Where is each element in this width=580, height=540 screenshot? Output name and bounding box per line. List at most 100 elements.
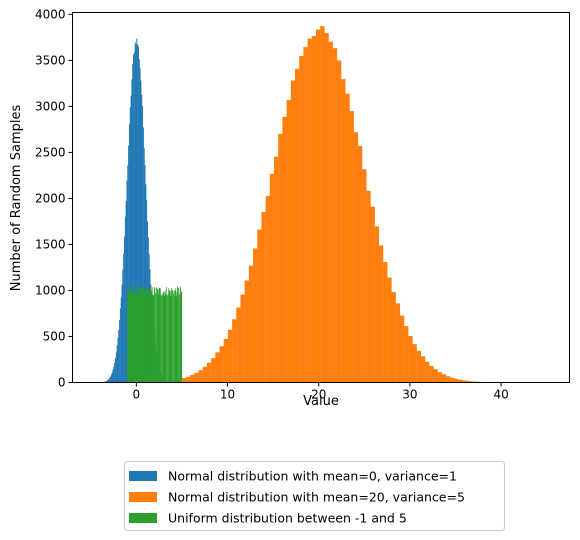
histogram-bar bbox=[391, 291, 396, 383]
histogram-bar bbox=[149, 287, 151, 383]
histogram-bar bbox=[303, 47, 308, 383]
histogram-bar bbox=[134, 292, 136, 383]
histogram-bar bbox=[128, 124, 130, 383]
histogram-bar bbox=[137, 46, 139, 383]
histogram-bar bbox=[142, 106, 144, 383]
histogram-bar bbox=[378, 245, 384, 383]
histogram-bar bbox=[458, 379, 463, 383]
histogram-bar bbox=[198, 370, 203, 383]
legend-label: Uniform distribution between -1 and 5 bbox=[168, 511, 407, 526]
histogram-bar bbox=[328, 41, 333, 383]
histogram-bar bbox=[124, 236, 125, 383]
histogram-bar bbox=[253, 248, 258, 383]
histogram-bar bbox=[429, 366, 434, 383]
histogram-bar bbox=[180, 286, 181, 383]
histogram-bar bbox=[140, 285, 142, 383]
histogram-bar bbox=[107, 379, 109, 383]
histogram-bar bbox=[141, 288, 143, 383]
histogram-bar bbox=[120, 297, 122, 383]
x-tick-label: 30 bbox=[402, 387, 417, 401]
legend-frame bbox=[124, 461, 505, 531]
histogram-bar bbox=[425, 361, 430, 383]
histogram-bar bbox=[165, 290, 167, 383]
histogram-bar bbox=[127, 290, 128, 383]
plot-frame bbox=[72, 12, 570, 383]
histogram-bar bbox=[130, 95, 132, 383]
histogram-bar bbox=[278, 133, 283, 383]
histogram-bar bbox=[139, 286, 141, 383]
histogram-bar bbox=[121, 284, 123, 383]
histogram-bar bbox=[155, 293, 156, 383]
histogram-bar bbox=[134, 42, 136, 383]
legend-swatch bbox=[129, 513, 157, 523]
histogram-bar bbox=[168, 288, 169, 383]
histogram-bar bbox=[146, 199, 148, 383]
histogram-bar bbox=[108, 378, 110, 383]
histogram-bar bbox=[170, 295, 172, 383]
x-tick-label: 10 bbox=[220, 387, 235, 401]
histogram-bar bbox=[169, 289, 171, 383]
histogram-bar bbox=[168, 291, 170, 383]
legend: Normal distribution with mean=0, varianc… bbox=[124, 461, 505, 531]
histogram-bar bbox=[171, 292, 173, 383]
histogram-bar bbox=[134, 292, 136, 383]
histogram-bar bbox=[141, 94, 143, 383]
histogram-bar bbox=[161, 295, 163, 383]
histogram-bar bbox=[232, 319, 237, 383]
y-tick-label: 0 bbox=[58, 376, 66, 390]
histogram-bar bbox=[133, 52, 135, 383]
histogram-bar bbox=[146, 286, 148, 383]
histogram-bar bbox=[119, 320, 121, 383]
histogram-bar bbox=[150, 288, 151, 383]
histogram-bar bbox=[114, 362, 116, 383]
histogram-bar bbox=[173, 295, 175, 383]
histogram-bar bbox=[408, 335, 413, 383]
histogram-bar bbox=[136, 38, 138, 383]
histogram-bar bbox=[176, 296, 178, 383]
histogram-bar bbox=[164, 293, 166, 383]
y-tick-label: 1000 bbox=[35, 283, 66, 297]
histogram-bar bbox=[178, 288, 179, 383]
histogram-bar bbox=[172, 289, 173, 383]
histogram-bar bbox=[399, 315, 405, 383]
histogram-bar bbox=[462, 380, 468, 383]
histogram-bar bbox=[136, 296, 138, 383]
histogram-bar bbox=[123, 253, 125, 383]
x-tick-label: 40 bbox=[493, 387, 508, 401]
histogram-bar bbox=[138, 295, 139, 383]
histogram-bar bbox=[153, 294, 155, 383]
y-tick-label: 500 bbox=[43, 329, 66, 343]
histogram-bar bbox=[180, 292, 182, 383]
x-tick-label: 0 bbox=[133, 387, 141, 401]
histogram-bar bbox=[446, 376, 451, 383]
histogram-bar bbox=[156, 287, 157, 383]
histogram-bar bbox=[174, 290, 175, 383]
histogram-bar bbox=[155, 293, 157, 383]
histogram-bar bbox=[137, 44, 139, 383]
histogram-bar bbox=[138, 59, 140, 383]
histogram-bar bbox=[142, 289, 144, 383]
x-tick-label: 20 bbox=[311, 387, 326, 401]
histogram-bar bbox=[144, 165, 146, 383]
histogram-bar bbox=[143, 148, 145, 383]
histogram-bar bbox=[132, 292, 133, 383]
histogram-bar bbox=[143, 287, 144, 383]
histogram-bar bbox=[110, 376, 112, 383]
y-tick-label: 1500 bbox=[35, 237, 66, 251]
histogram-bar bbox=[126, 180, 128, 383]
histogram-bar bbox=[467, 380, 472, 383]
histogram-bar bbox=[159, 287, 161, 383]
histogram-bar bbox=[115, 358, 116, 383]
histogram-bar bbox=[240, 294, 245, 383]
histogram-bar bbox=[311, 35, 317, 383]
histogram-bar bbox=[395, 303, 401, 383]
series-2-bars bbox=[127, 26, 514, 383]
histogram-bar bbox=[219, 346, 224, 383]
histogram-bar bbox=[140, 80, 142, 383]
histogram-bar bbox=[175, 292, 177, 383]
histogram-bar bbox=[124, 216, 126, 383]
histogram-bar bbox=[244, 280, 250, 383]
histogram-bar bbox=[161, 295, 162, 383]
histogram-bar bbox=[127, 165, 129, 383]
